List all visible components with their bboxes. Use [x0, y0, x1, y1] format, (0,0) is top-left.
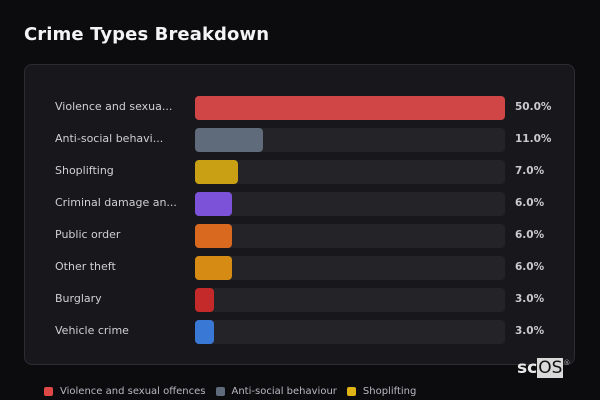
- bar-label: Shoplifting: [55, 164, 114, 177]
- bar-label: Vehicle crime: [55, 324, 129, 337]
- registered-mark-icon: ®: [563, 359, 571, 367]
- bar-fill[interactable]: [195, 320, 214, 344]
- bar-percentage: 6.0%: [515, 261, 545, 273]
- legend-label: Shoplifting: [362, 386, 417, 397]
- bar-fill[interactable]: [195, 96, 505, 120]
- bar-label: Anti-social behavi...: [55, 132, 164, 145]
- bar-percentage: 3.0%: [515, 325, 545, 337]
- bar-row[interactable]: Other theft 6.0%: [25, 256, 574, 280]
- legend-item[interactable]: Violence and sexual offences: [44, 386, 206, 397]
- bar-fill[interactable]: [195, 256, 232, 280]
- legend-item[interactable]: Anti-social behaviour: [215, 386, 337, 397]
- bar-label: Criminal damage an...: [55, 196, 177, 209]
- bar-track: [195, 192, 505, 216]
- bar-row[interactable]: Criminal damage an... 6.0%: [25, 192, 574, 216]
- bar-label: Public order: [55, 228, 121, 241]
- bar-row[interactable]: Anti-social behavi... 11.0%: [25, 128, 574, 152]
- bar-track: [195, 288, 505, 312]
- bar-label: Other theft: [55, 260, 116, 273]
- legend-swatch-icon: [215, 387, 225, 396]
- bar-row[interactable]: Burglary 3.0%: [25, 288, 574, 312]
- bar-track: [195, 128, 505, 152]
- bar-track: [195, 224, 505, 248]
- chart-card: Violence and sexua... 50.0% Anti-social be…: [24, 64, 575, 365]
- bar-percentage: 3.0%: [515, 293, 545, 305]
- legend-swatch-icon: [346, 387, 356, 396]
- logo-os: OS: [537, 358, 564, 378]
- bar-percentage: 11.0%: [515, 133, 552, 145]
- bar-row[interactable]: Public order 6.0%: [25, 224, 574, 248]
- logo-sc: sc: [517, 358, 538, 378]
- bar-fill[interactable]: [195, 192, 232, 216]
- bar-track: [195, 96, 505, 120]
- bar-track: [195, 256, 505, 280]
- bar-row[interactable]: Vehicle crime 3.0%: [25, 320, 574, 344]
- bar-fill[interactable]: [195, 128, 263, 152]
- bar-track: [195, 320, 505, 344]
- chart-title: Crime Types Breakdown: [24, 24, 270, 45]
- bar-fill[interactable]: [195, 288, 214, 312]
- bar-row[interactable]: Violence and sexua... 50.0%: [25, 96, 574, 120]
- bar-row[interactable]: Shoplifting 7.0%: [25, 160, 574, 184]
- legend-label: Anti-social behaviour: [231, 386, 337, 397]
- legend-swatch-icon: [44, 387, 53, 396]
- bar-track: [195, 160, 505, 184]
- bar-percentage: 50.0%: [515, 101, 552, 113]
- bar-percentage: 6.0%: [515, 229, 545, 241]
- bar-label: Burglary: [55, 292, 102, 305]
- bar-label: Violence and sexua...: [55, 100, 173, 113]
- bar-percentage: 7.0%: [515, 165, 545, 177]
- bar-percentage: 6.0%: [515, 197, 545, 209]
- bar-fill[interactable]: [195, 160, 238, 184]
- chart-legend: Violence and sexual offences Anti-social …: [44, 386, 426, 397]
- scos-logo: scOS ®: [517, 358, 570, 378]
- legend-label: Violence and sexual offences: [60, 386, 206, 397]
- legend-item[interactable]: Shoplifting: [346, 386, 417, 397]
- bar-fill[interactable]: [195, 224, 232, 248]
